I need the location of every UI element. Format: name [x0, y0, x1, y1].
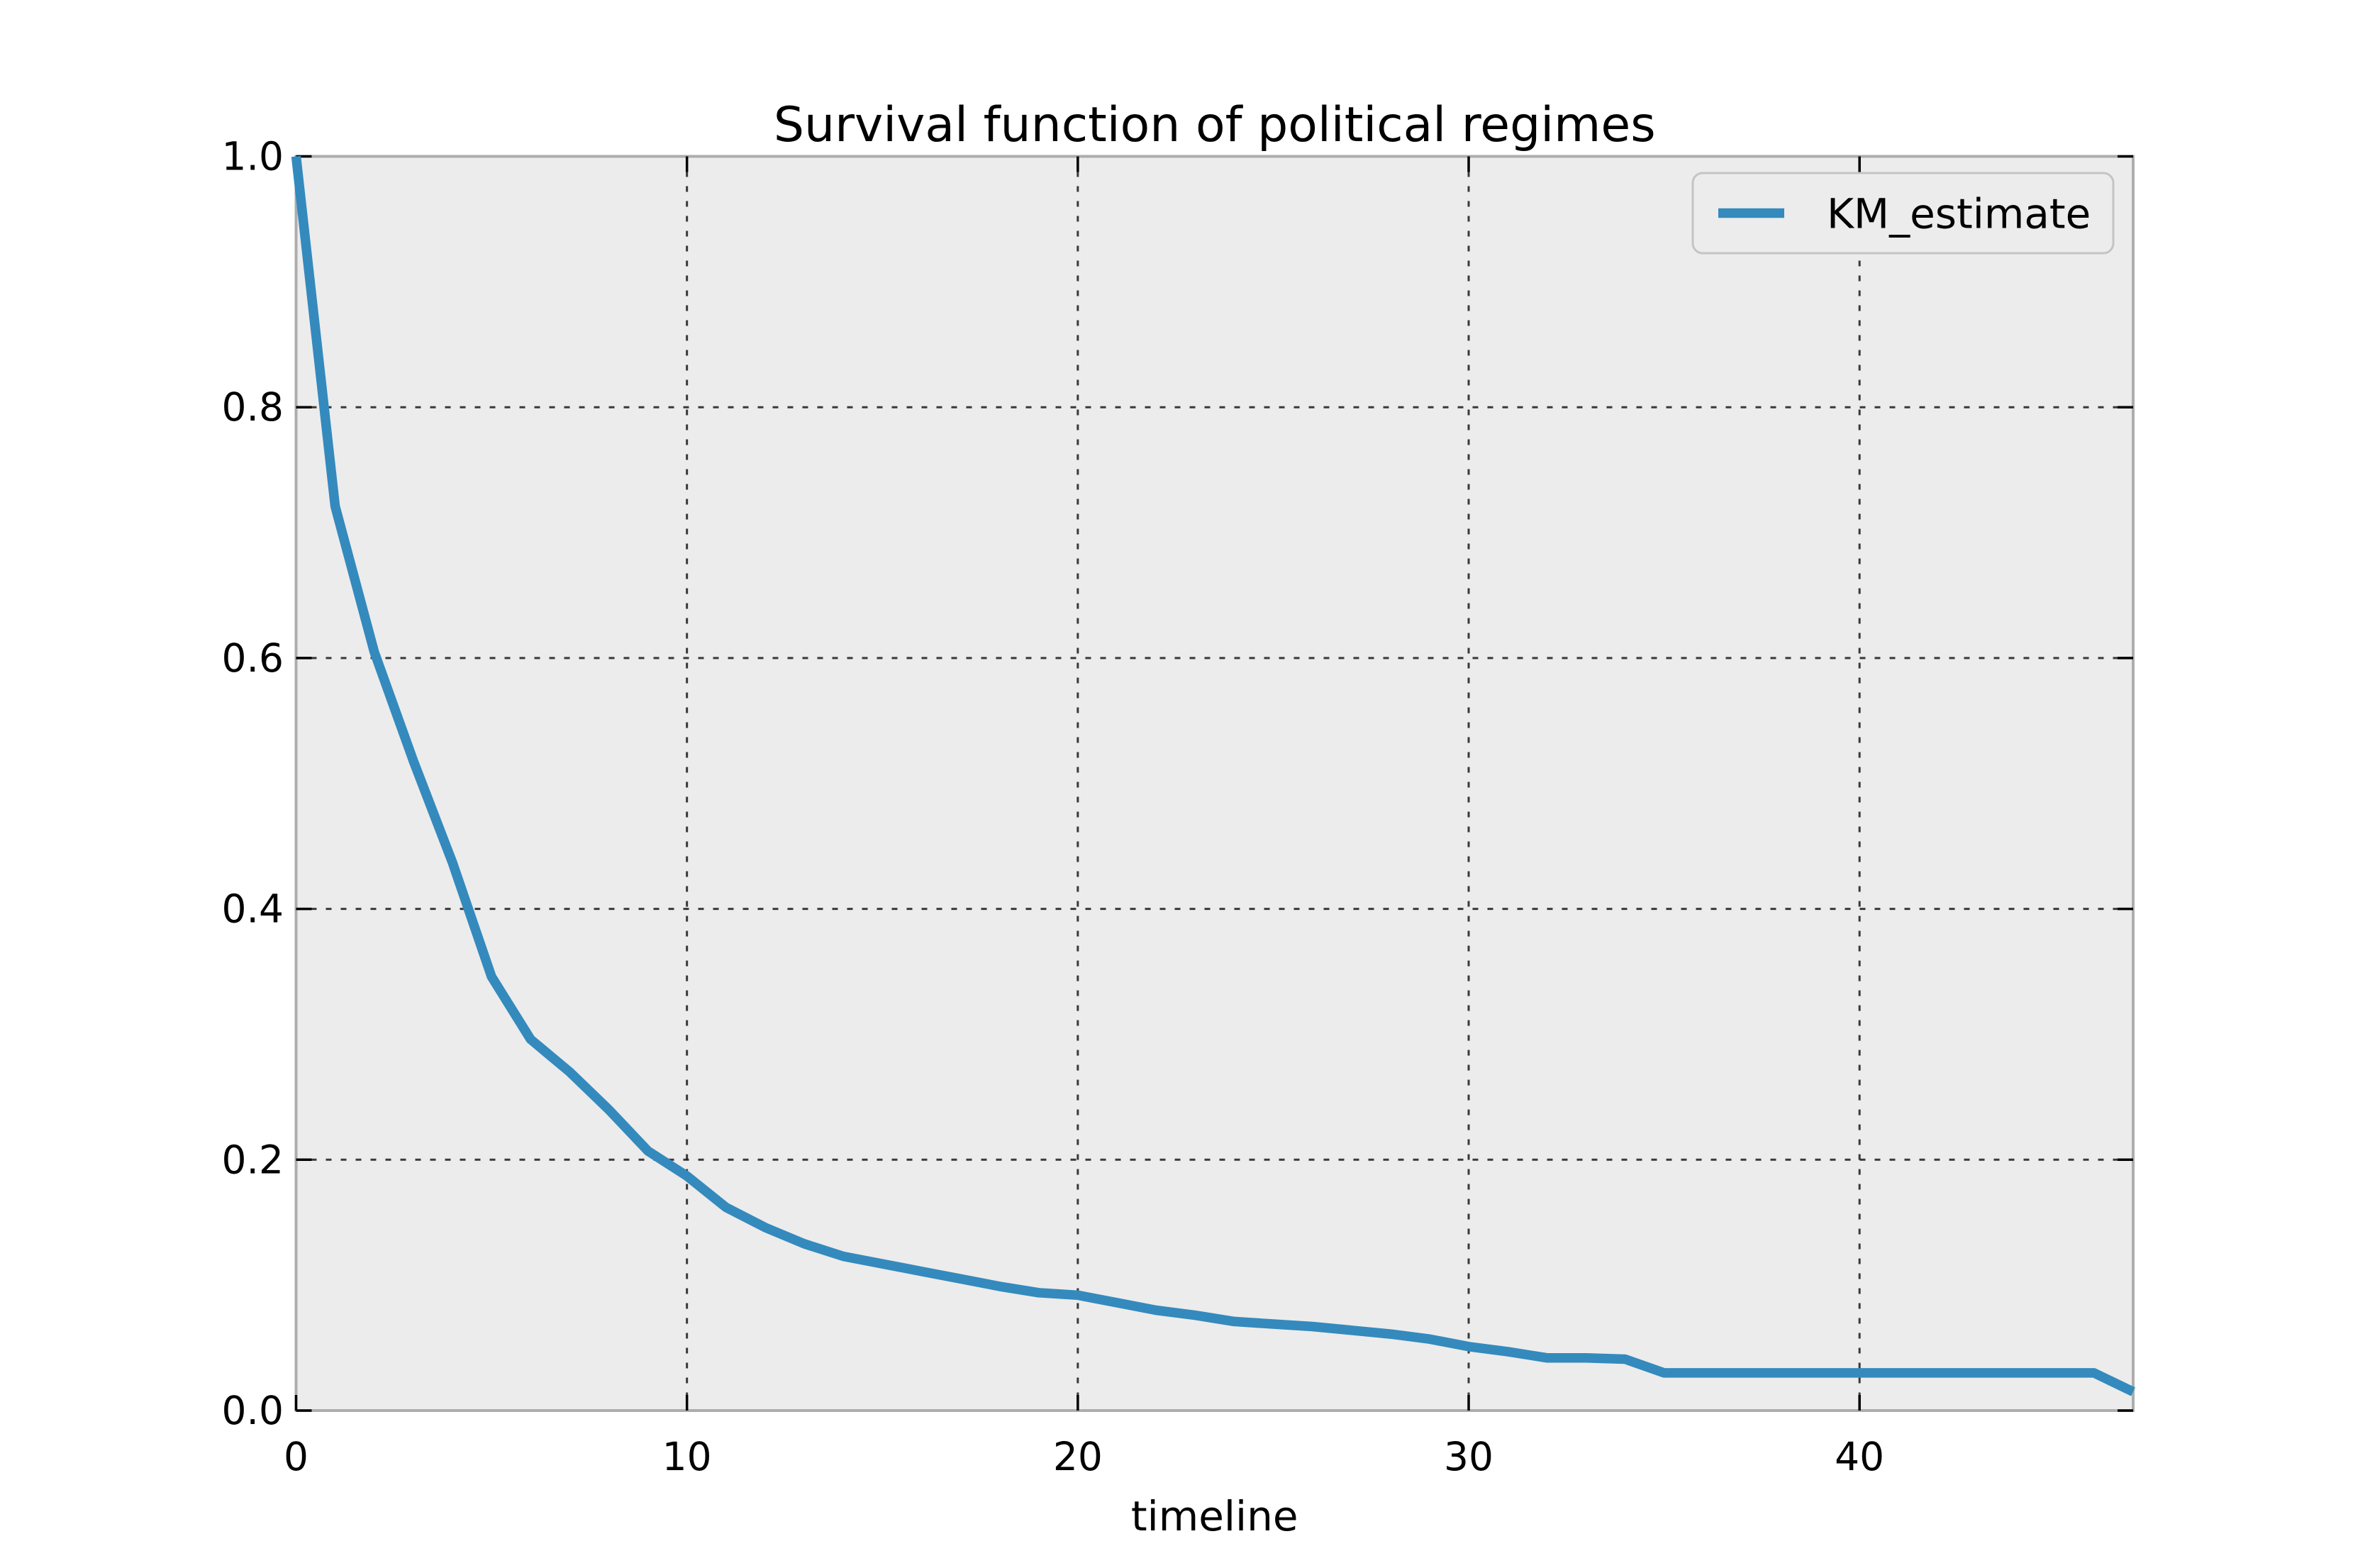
legend: KM_estimate [1691, 172, 2115, 255]
x-tick-label: 20 [1053, 1434, 1103, 1479]
km-estimate-curve [291, 155, 2135, 1396]
y-tick-label: 0.8 [222, 384, 284, 430]
plot-title: Survival function of political regimes [774, 97, 1656, 153]
x-tick-label: 10 [662, 1434, 712, 1479]
y-tick-label: 0.6 [222, 635, 284, 681]
x-tick-labels: 0 10 20 30 40 [284, 1434, 1884, 1479]
x-tick-label: 30 [1444, 1434, 1493, 1479]
y-tick-label: 0.4 [222, 886, 284, 932]
plot-area [296, 156, 2133, 1411]
y-tick-label: 1.0 [222, 134, 284, 179]
x-tick-label: 40 [1835, 1434, 1884, 1479]
y-tick-labels: 0.0 0.2 0.4 0.6 0.8 1.0 [222, 134, 284, 1434]
y-tick-label: 0.0 [222, 1388, 284, 1433]
y-tick-label: 0.2 [222, 1137, 284, 1182]
legend-label: KM_estimate [1827, 190, 2091, 238]
axes-border [294, 155, 2135, 1412]
x-tick-label: 0 [284, 1434, 308, 1479]
legend-box [1691, 172, 2115, 255]
x-axis-label: timeline [1131, 1492, 1298, 1540]
